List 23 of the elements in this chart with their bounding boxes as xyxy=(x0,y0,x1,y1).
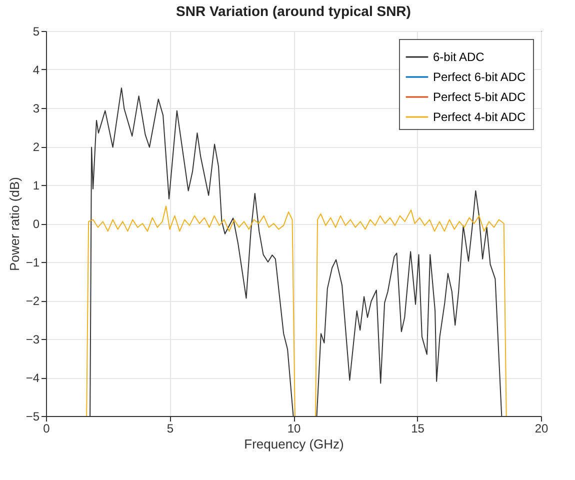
y-tick-label: −2 xyxy=(26,294,40,308)
x-tick-label: 15 xyxy=(411,422,425,436)
y-tick-label: 2 xyxy=(32,140,40,154)
y-tick-label: 3 xyxy=(32,102,40,116)
legend-label: Perfect 5-bit ADC xyxy=(433,90,526,104)
x-tick-label: 0 xyxy=(43,422,50,436)
y-tick-label: −4 xyxy=(26,371,40,385)
x-tick-label: 20 xyxy=(534,422,548,436)
x-axis-title: Frequency (GHz) xyxy=(244,436,344,452)
y-tick-label: 1 xyxy=(32,178,40,192)
y-tick-label: 5 xyxy=(32,24,40,38)
legend-label: Perfect 6-bit ADC xyxy=(433,70,526,84)
y-tick-label: 4 xyxy=(32,63,40,77)
y-tick-label: −3 xyxy=(26,332,40,346)
x-tick-label: 10 xyxy=(287,422,301,436)
legend-label: 6-bit ADC xyxy=(433,50,485,64)
legend-label: Perfect 4-bit ADC xyxy=(433,110,526,124)
y-axis-title: Power ratio (dB) xyxy=(6,177,22,271)
x-tick-label: 5 xyxy=(166,422,174,436)
y-tick-label: −1 xyxy=(26,256,40,270)
y-tick-label: 0 xyxy=(32,217,40,231)
y-tick-label: −5 xyxy=(26,410,40,424)
chart-title: SNR Variation (around typical SNR) xyxy=(176,3,411,19)
